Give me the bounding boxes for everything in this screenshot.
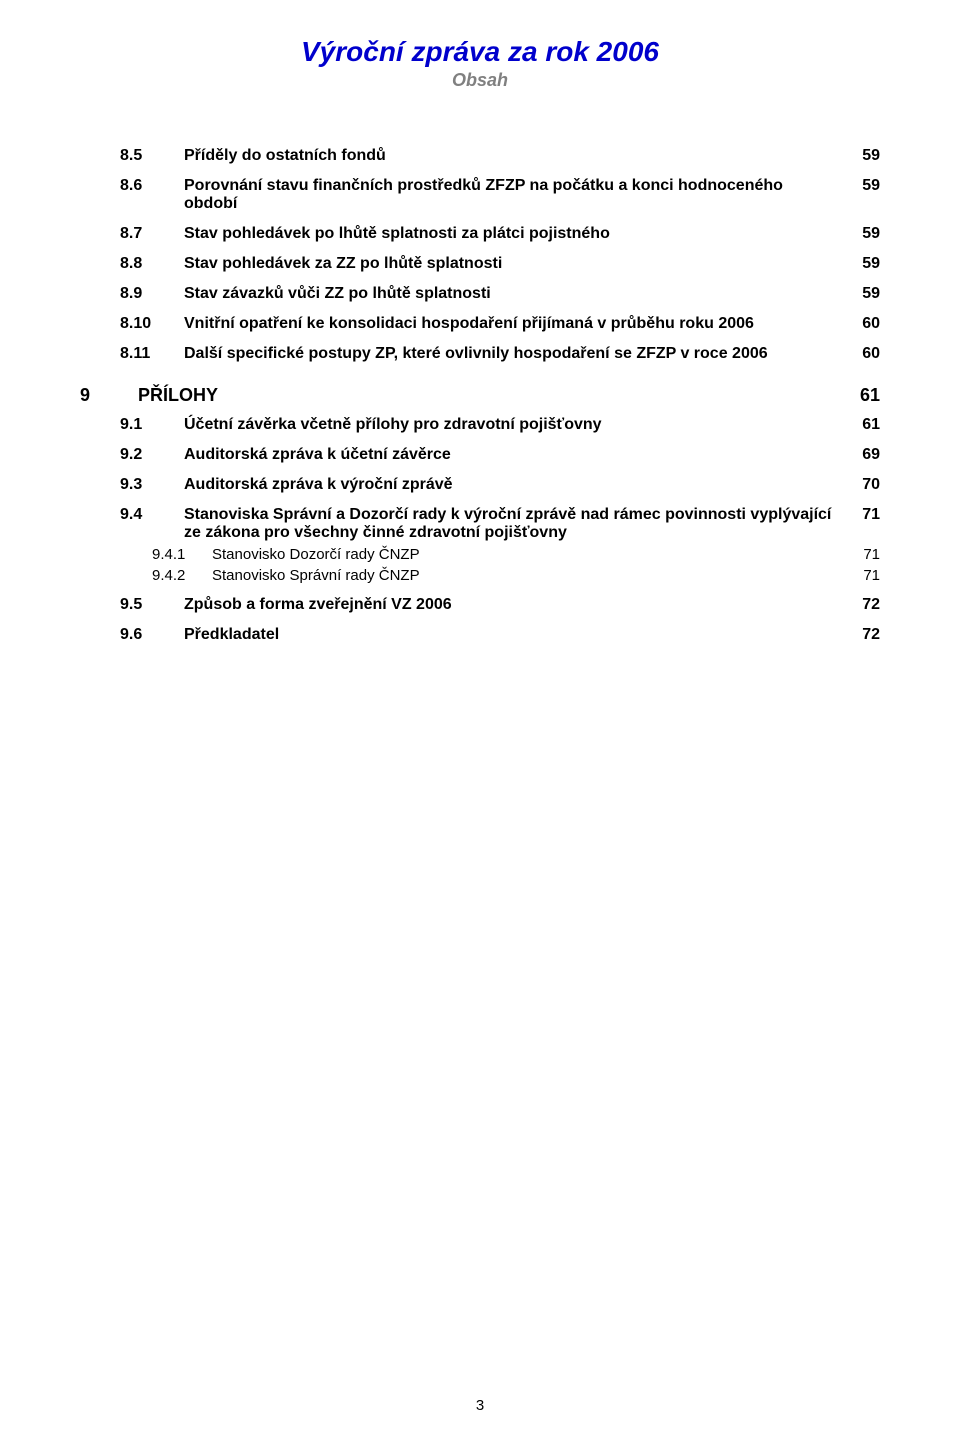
toc-entry: 9.1 Účetní závěrka včetně přílohy pro zd…: [80, 416, 880, 434]
toc-num: 8.10: [80, 315, 184, 333]
toc-container: 8.5 Příděly do ostatních fondů 59 8.6 Po…: [80, 147, 880, 644]
toc-num: 9.4.1: [80, 546, 212, 563]
toc-num: 8.11: [80, 345, 184, 363]
toc-page: 72: [852, 626, 880, 644]
toc-page: 59: [852, 285, 880, 303]
toc-page: 71: [852, 567, 880, 584]
toc-page: 70: [852, 476, 880, 494]
toc-num: 9.5: [80, 596, 184, 614]
toc-text: Porovnání stavu finančních prostředků ZF…: [184, 177, 852, 213]
toc-text: Stanoviska Správní a Dozorčí rady k výro…: [184, 506, 852, 542]
toc-entry: 8.5 Příděly do ostatních fondů 59: [80, 147, 880, 165]
toc-num: 9.6: [80, 626, 184, 644]
toc-text: Stanovisko Správní rady ČNZP: [212, 567, 852, 584]
toc-text: Stanovisko Dozorčí rady ČNZP: [212, 546, 852, 563]
toc-num: 8.9: [80, 285, 184, 303]
toc-num: 9: [80, 385, 138, 406]
toc-num: 8.5: [80, 147, 184, 165]
toc-num: 9.1: [80, 416, 184, 434]
toc-text: Způsob a forma zveřejnění VZ 2006: [184, 596, 852, 614]
toc-entry: 8.9 Stav závazků vůči ZZ po lhůtě splatn…: [80, 285, 880, 303]
toc-entry: 9.4.2 Stanovisko Správní rady ČNZP 71: [80, 567, 880, 584]
toc-entry: 9.3 Auditorská zpráva k výroční zprávě 7…: [80, 476, 880, 494]
toc-page: 60: [852, 345, 880, 363]
toc-page: 59: [852, 255, 880, 273]
toc-entry: 9.6 Předkladatel 72: [80, 626, 880, 644]
toc-entry: 9.2 Auditorská zpráva k účetní závěrce 6…: [80, 446, 880, 464]
toc-page: 59: [852, 177, 880, 195]
document-subtitle: Obsah: [80, 70, 880, 91]
document-title: Výroční zpráva za rok 2006: [80, 36, 880, 68]
toc-entry: 8.8 Stav pohledávek za ZZ po lhůtě splat…: [80, 255, 880, 273]
toc-entry: 9 PŘÍLOHY 61: [80, 385, 880, 406]
toc-entry: 8.6 Porovnání stavu finančních prostředk…: [80, 177, 880, 213]
toc-entry: 8.7 Stav pohledávek po lhůtě splatnosti …: [80, 225, 880, 243]
toc-page: 71: [852, 506, 880, 524]
toc-num: 8.7: [80, 225, 184, 243]
toc-entry: 9.5 Způsob a forma zveřejnění VZ 2006 72: [80, 596, 880, 614]
toc-text: Auditorská zpráva k účetní závěrce: [184, 446, 852, 464]
toc-text: Účetní závěrka včetně přílohy pro zdravo…: [184, 416, 852, 434]
toc-num: 8.8: [80, 255, 184, 273]
toc-page: 71: [852, 546, 880, 563]
toc-num: 8.6: [80, 177, 184, 195]
toc-text: Předkladatel: [184, 626, 852, 644]
toc-text: Příděly do ostatních fondů: [184, 147, 852, 165]
toc-page: 61: [852, 416, 880, 434]
toc-page: 69: [852, 446, 880, 464]
toc-page: 61: [852, 385, 880, 406]
toc-num: 9.2: [80, 446, 184, 464]
toc-text: Auditorská zpráva k výroční zprávě: [184, 476, 852, 494]
toc-page: 60: [852, 315, 880, 333]
toc-text: Stav závazků vůči ZZ po lhůtě splatnosti: [184, 285, 852, 303]
page: Výroční zpráva za rok 2006 Obsah 8.5 Pří…: [0, 0, 960, 1442]
toc-num: 9.4.2: [80, 567, 212, 584]
toc-num: 9.3: [80, 476, 184, 494]
toc-text: Další specifické postupy ZP, které ovliv…: [184, 345, 852, 363]
toc-entry: 8.11 Další specifické postupy ZP, které …: [80, 345, 880, 363]
toc-entry: 8.10 Vnitřní opatření ke konsolidaci hos…: [80, 315, 880, 333]
toc-page: 59: [852, 225, 880, 243]
toc-entry: 9.4 Stanoviska Správní a Dozorčí rady k …: [80, 506, 880, 542]
toc-page: 72: [852, 596, 880, 614]
toc-text: Stav pohledávek za ZZ po lhůtě splatnost…: [184, 255, 852, 273]
toc-text: Stav pohledávek po lhůtě splatnosti za p…: [184, 225, 852, 243]
page-number: 3: [0, 1397, 960, 1414]
toc-entry: 9.4.1 Stanovisko Dozorčí rady ČNZP 71: [80, 546, 880, 563]
toc-text: PŘÍLOHY: [138, 385, 852, 406]
toc-page: 59: [852, 147, 880, 165]
toc-num: 9.4: [80, 506, 184, 524]
toc-text: Vnitřní opatření ke konsolidaci hospodař…: [184, 315, 852, 333]
